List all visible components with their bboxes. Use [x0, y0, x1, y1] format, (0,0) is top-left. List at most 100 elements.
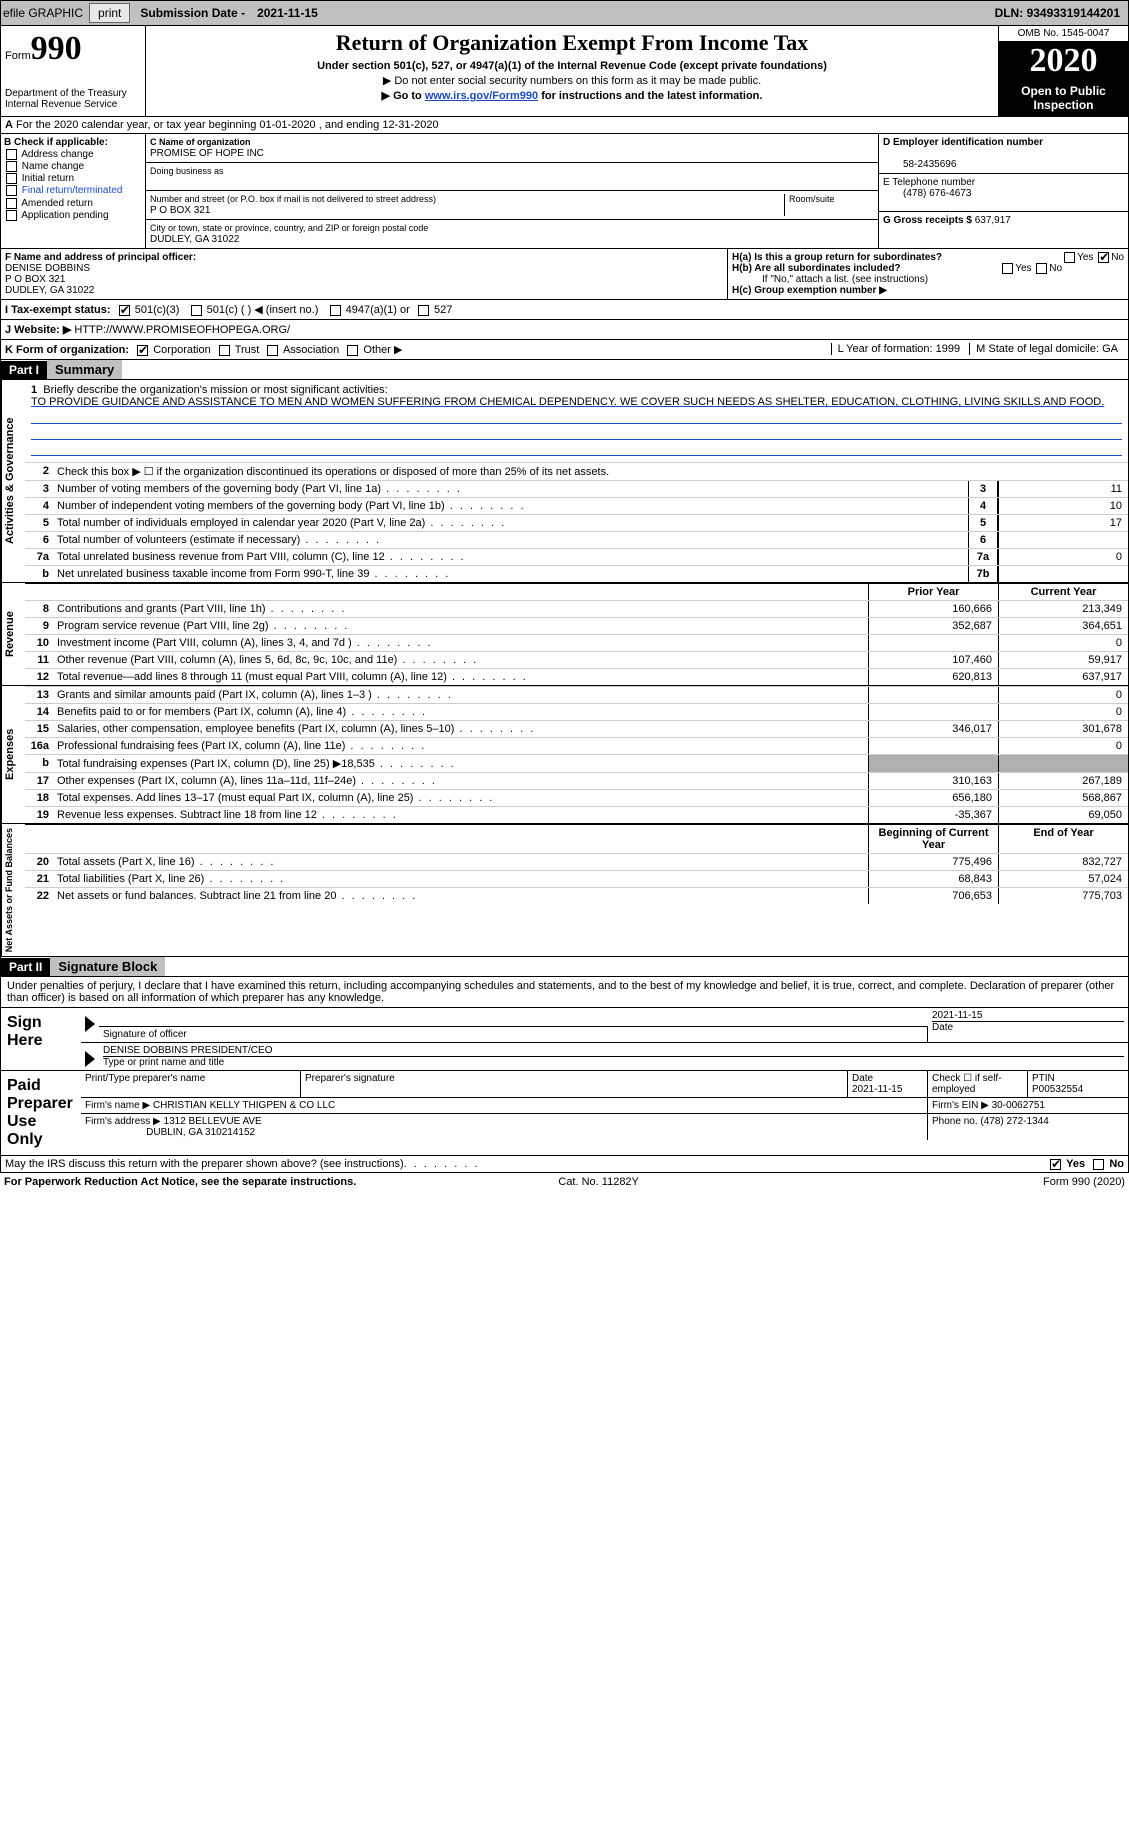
no2: No	[1049, 263, 1062, 274]
ha-no[interactable]	[1098, 252, 1109, 263]
no3: No	[1109, 1158, 1124, 1170]
line-a: A For the 2020 calendar year, or tax yea…	[0, 117, 1129, 134]
part2-hdr: Part II	[1, 958, 50, 976]
table-row: 16aProfessional fundraising fees (Part I…	[25, 737, 1128, 754]
part2-title: Signature Block	[50, 957, 165, 976]
bottom-row: For Paperwork Reduction Act Notice, see …	[0, 1173, 1129, 1191]
dln-label: DLN:	[995, 6, 1027, 20]
yes3: Yes	[1066, 1158, 1085, 1170]
form-label: Form990	[5, 30, 141, 68]
ptin-val: P00532554	[1032, 1084, 1083, 1095]
chk-corp[interactable]	[137, 345, 148, 356]
discuss-no[interactable]	[1093, 1159, 1104, 1170]
chk-address[interactable]: Address change	[4, 149, 142, 160]
org-name: PROMISE OF HOPE INC	[150, 148, 264, 159]
open-line1: Open to Public	[1021, 84, 1106, 98]
officer-addr2: DUDLEY, GA 31022	[5, 285, 94, 296]
dba-lbl: Doing business as	[150, 166, 224, 176]
ha-yes[interactable]	[1064, 252, 1075, 263]
chk-501c[interactable]	[191, 305, 202, 316]
opt-assoc: Association	[283, 344, 339, 356]
firm-ein-lbl: Firm's EIN ▶	[932, 1100, 992, 1111]
date-lbl: Date	[932, 1022, 953, 1033]
row-fh: F Name and address of principal officer:…	[0, 249, 1129, 300]
chk-trust[interactable]	[219, 345, 230, 356]
table-row: 19Revenue less expenses. Subtract line 1…	[25, 806, 1128, 823]
briefly-num: 1	[31, 384, 37, 396]
c-name-lbl: C Name of organization	[150, 137, 251, 147]
chk-initial[interactable]: Initial return	[4, 173, 142, 184]
addr-lbl: Number and street (or P.O. box if mail i…	[150, 194, 436, 204]
dln: DLN: 93493319144201	[995, 6, 1126, 20]
chk-final[interactable]: Final return/terminated	[4, 185, 142, 196]
self-emp: Check ☐ if self-employed	[932, 1073, 1002, 1095]
c-addr-row: Number and street (or P.O. box if mail i…	[146, 191, 878, 220]
j-lbl: J Website: ▶	[5, 324, 74, 336]
open-line2: Inspection	[1033, 98, 1093, 112]
block-bcdefg: B Check if applicable: Address change Na…	[0, 134, 1129, 249]
chk-assoc[interactable]	[267, 345, 278, 356]
opt-amended: Amended return	[21, 198, 93, 209]
mission-text: TO PROVIDE GUIDANCE AND ASSISTANCE TO ME…	[31, 396, 1104, 408]
col-eoy: End of Year	[998, 825, 1128, 853]
type-name-lbl: Type or print name and title	[103, 1057, 224, 1068]
sig-lbl: Signature of officer	[103, 1029, 187, 1040]
opt-address: Address change	[21, 149, 93, 160]
form-big: 990	[31, 30, 82, 67]
chk-appending[interactable]: Application pending	[4, 210, 142, 221]
chk-amended[interactable]: Amended return	[4, 198, 142, 209]
form-footer: Form 990 (2020)	[1043, 1176, 1125, 1188]
f-lbl: F Name and address of principal officer:	[5, 252, 196, 263]
ptin-lbl: PTIN	[1032, 1073, 1055, 1084]
paid-preparer-block: Paid Preparer Use Only Print/Type prepar…	[0, 1071, 1129, 1156]
opt-pending: Application pending	[21, 210, 108, 221]
submission-date: 2021-11-15	[251, 6, 324, 20]
gov-row: bNet unrelated business taxable income f…	[25, 565, 1128, 582]
org-address: P O BOX 321	[150, 205, 210, 216]
city-lbl: City or town, state or province, country…	[150, 223, 428, 233]
gov-tab: Activities & Governance	[1, 380, 25, 582]
firm-ein: 30-0062751	[992, 1100, 1045, 1111]
officer-addr1: P O BOX 321	[5, 274, 65, 285]
gov-row: 7aTotal unrelated business revenue from …	[25, 548, 1128, 565]
table-row: 8Contributions and grants (Part VIII, li…	[25, 600, 1128, 617]
gov-row: 5Total number of individuals employed in…	[25, 514, 1128, 531]
discuss-yes[interactable]	[1050, 1159, 1061, 1170]
chk-527[interactable]	[418, 305, 429, 316]
open-inspection: Open to Public Inspection	[999, 80, 1128, 116]
table-row: 9Program service revenue (Part VIII, lin…	[25, 617, 1128, 634]
firm-lbl: Firm's name ▶	[85, 1100, 153, 1111]
chk-501c3[interactable]	[119, 305, 130, 316]
blank-line	[31, 426, 1122, 440]
hb-yes[interactable]	[1002, 263, 1013, 274]
dln-value: 93493319144201	[1027, 6, 1120, 20]
ein-lbl: D Employer identification number	[883, 137, 1043, 148]
form990-link[interactable]: www.irs.gov/Form990	[425, 90, 538, 102]
omb-number: OMB No. 1545-0047	[999, 26, 1128, 42]
topbar: efile GRAPHIC print Submission Date - 20…	[0, 0, 1129, 26]
blank-line	[31, 410, 1122, 424]
header-left: Form990 Department of the Treasury Inter…	[1, 26, 146, 116]
tax-year: 2020	[999, 42, 1128, 80]
ha-lbl: H(a) Is this a group return for subordin…	[732, 252, 942, 263]
hb-no[interactable]	[1036, 263, 1047, 274]
hb-lbl: H(b) Are all subordinates included?	[732, 263, 901, 274]
phone-value: (478) 676-4673	[883, 188, 971, 199]
chk-4947[interactable]	[330, 305, 341, 316]
na-col-hdr: Beginning of Current Year End of Year	[25, 824, 1128, 853]
row-k: K Form of organization: Corporation Trus…	[0, 340, 1129, 360]
chk-namechange[interactable]: Name change	[4, 161, 142, 172]
part1-hdr: Part I	[1, 361, 47, 379]
paid-preparer-label: Paid Preparer Use Only	[1, 1071, 81, 1155]
row-j: J Website: ▶ HTTP://WWW.PROMISEOFHOPEGA.…	[0, 320, 1129, 340]
chk-other[interactable]	[347, 345, 358, 356]
website-url: HTTP://WWW.PROMISEOFHOPEGA.ORG/	[74, 324, 290, 336]
print-button[interactable]: print	[89, 3, 130, 23]
opt-527: 527	[434, 304, 452, 316]
line-a-text: For the 2020 calendar year, or tax year …	[16, 119, 439, 131]
prep-date: 2021-11-15	[852, 1084, 902, 1095]
hb-note: If "No," attach a list. (see instruction…	[732, 274, 1124, 285]
row-i: I Tax-exempt status: 501(c)(3) 501(c) ( …	[0, 300, 1129, 320]
f-officer: F Name and address of principal officer:…	[1, 249, 728, 299]
briefly: 1 Briefly describe the organization's mi…	[25, 380, 1128, 462]
